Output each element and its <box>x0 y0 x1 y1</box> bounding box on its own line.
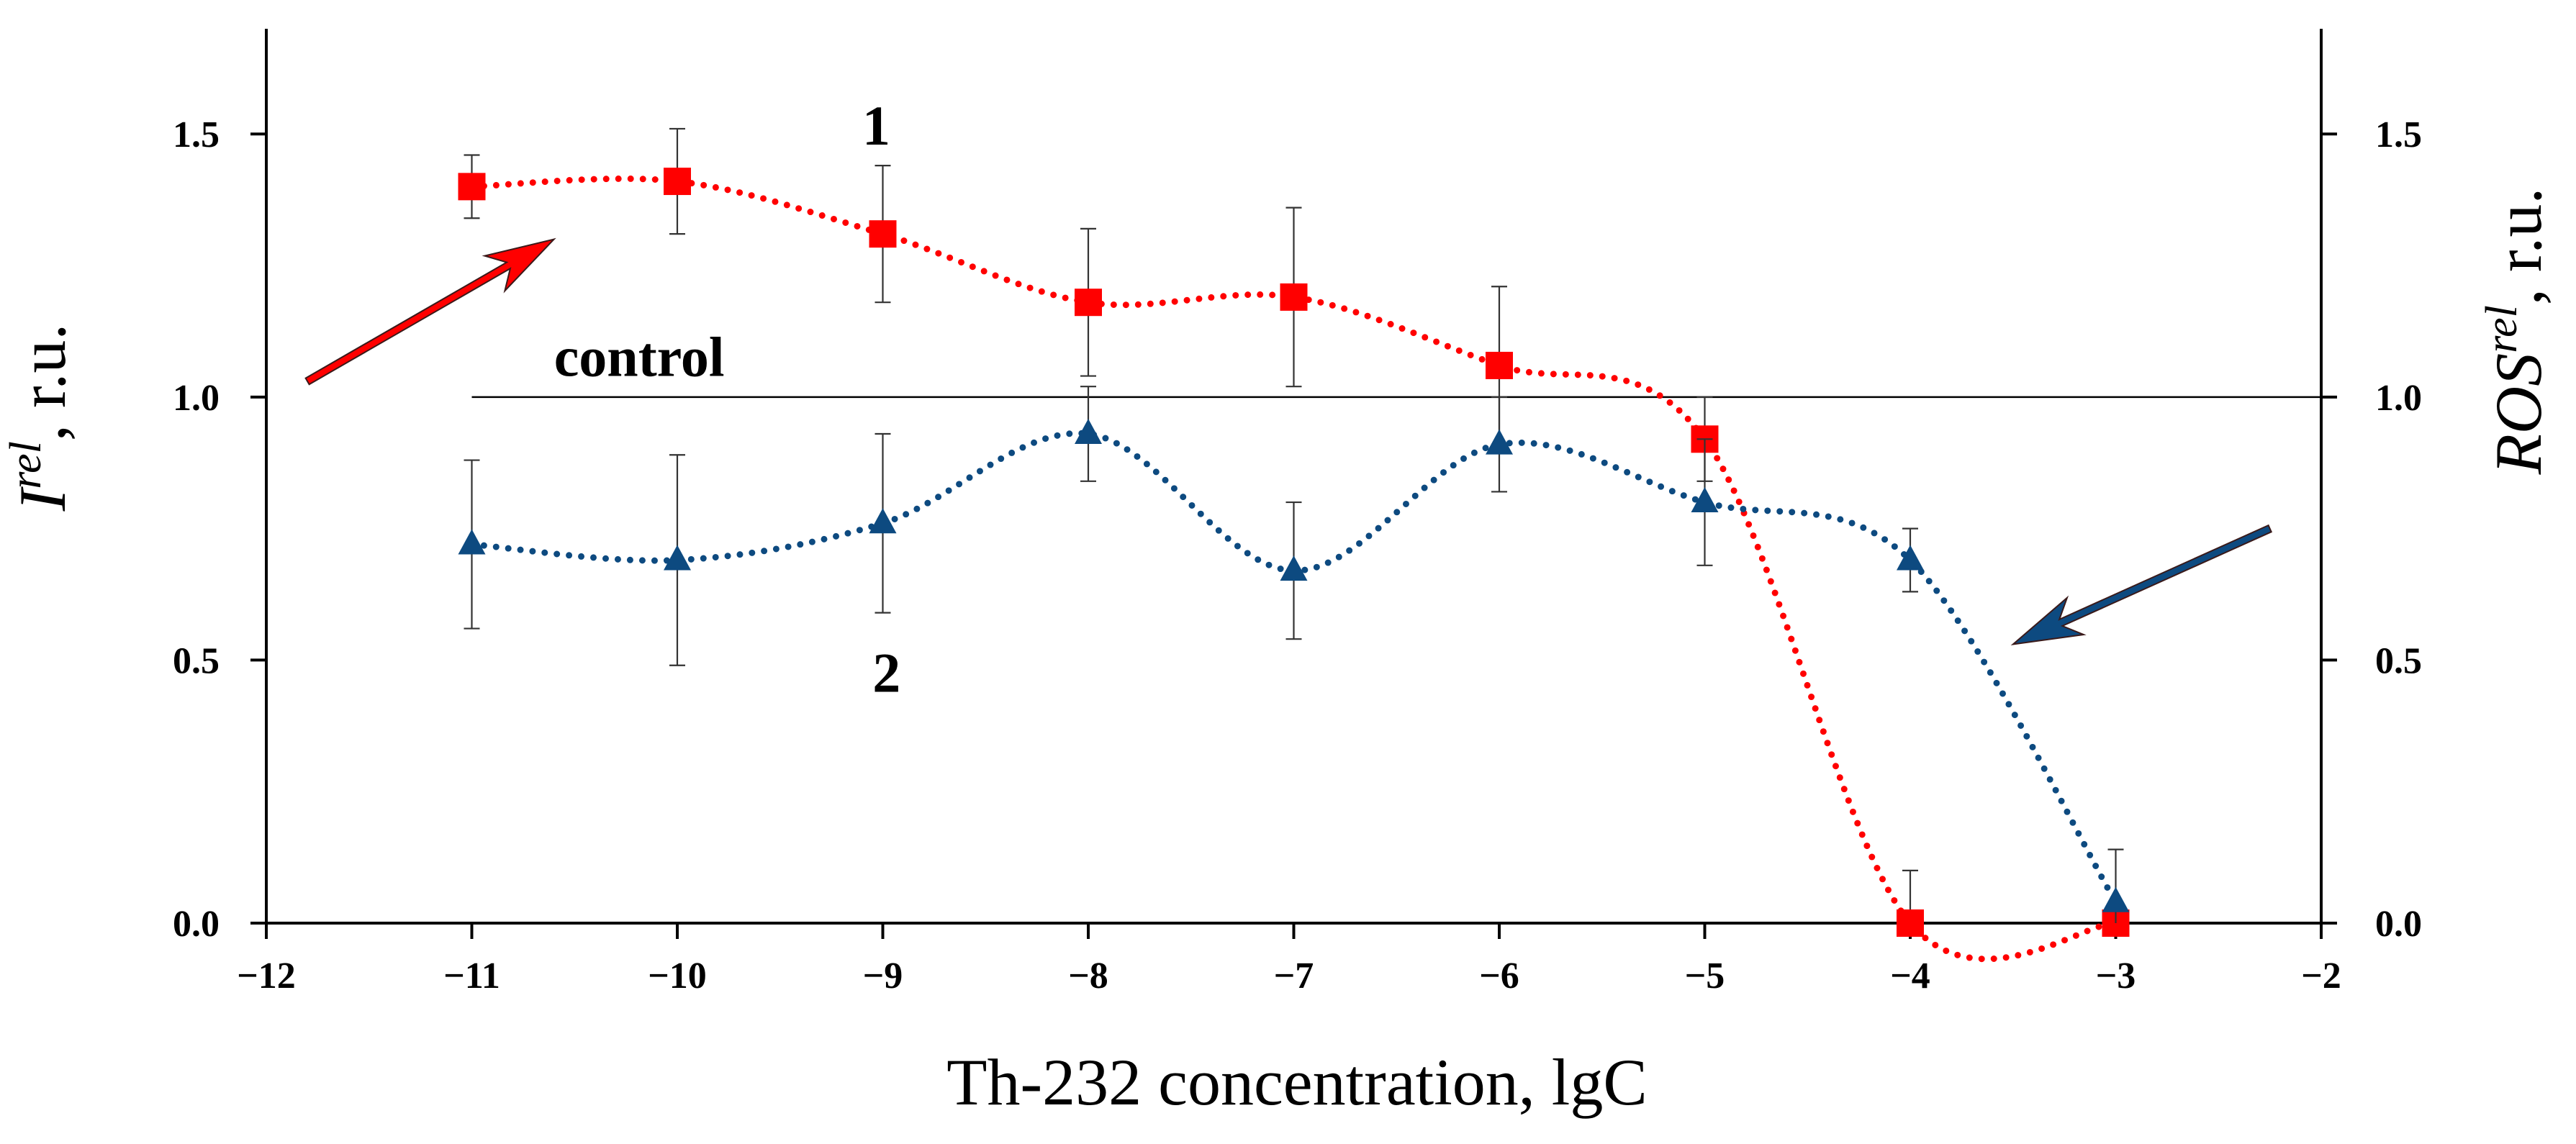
series-1-point <box>458 173 486 201</box>
x-tick-label: −9 <box>863 955 903 997</box>
x-tick-label: −4 <box>1890 955 1930 997</box>
series-1-point <box>1075 289 1102 317</box>
x-tick-label: −3 <box>2096 955 2136 997</box>
x-tick-label: −7 <box>1274 955 1314 997</box>
annotation-2: 2 <box>872 641 900 704</box>
series-1-point <box>664 168 691 196</box>
x-tick-label: −10 <box>648 955 707 997</box>
x-tick-label: −2 <box>2301 955 2341 997</box>
series-2-point <box>664 545 691 571</box>
series-1-point <box>869 220 897 248</box>
series-1-point <box>1280 283 1308 311</box>
y-axis-title: Irel, r.u. <box>1 324 79 512</box>
series-line-2 <box>469 430 2119 906</box>
series-2-point <box>869 508 897 534</box>
series-1-point <box>1897 909 1924 937</box>
series-layer <box>458 127 2130 963</box>
y-tick-label: 1.5 <box>173 114 220 155</box>
series-2-point <box>1075 419 1102 445</box>
annotations-layer: 1 2 control <box>304 94 2273 704</box>
x-axis-title: Th-232 concentration, lgC <box>946 1045 1647 1119</box>
annotation-1: 1 <box>862 94 890 157</box>
x-tick-label: −8 <box>1068 955 1108 997</box>
y-axis-title-unit: , r.u. <box>6 324 79 442</box>
y-tick-label: 1.0 <box>173 378 220 419</box>
y2-tick-label: 0.5 <box>2375 640 2422 681</box>
x-tick-label: −11 <box>443 955 500 997</box>
series-2-point <box>1691 487 1719 513</box>
y-axis-title-sup: rel <box>1 441 50 489</box>
y-tick-label: 0.0 <box>173 904 220 945</box>
series-2-point <box>1280 555 1308 581</box>
y2-tick-label: 1.5 <box>2375 114 2422 155</box>
annotation-control: control <box>554 326 725 389</box>
y2-axis-title-main: ROS <box>2482 353 2555 476</box>
x-tick-label: −12 <box>237 955 296 997</box>
series-2-point <box>2102 886 2130 912</box>
series-2-point <box>458 529 486 555</box>
series-2-point <box>1486 429 1513 455</box>
axes-layer: −12 −11 −10 −9 −8 −7 −6 −5 −4 −3 −2 0.0 0.0 0.5 0.5 1.0… <box>173 29 2422 997</box>
series-1-point <box>1486 351 1513 379</box>
series-line-1 <box>469 175 2119 963</box>
y-tick-label: 0.5 <box>173 640 220 681</box>
y2-tick-label: 0.0 <box>2375 904 2422 945</box>
y2-axis-title: ROSrel, r.u. <box>2477 188 2555 476</box>
blue-arrow <box>2010 524 2273 645</box>
y2-tick-label: 1.0 <box>2375 378 2422 419</box>
x-tick-label: −5 <box>1685 955 1725 997</box>
series-2-point <box>1897 545 1924 571</box>
y-axis-title-main: I <box>6 486 79 512</box>
y2-axis-title-sup: rel <box>2477 305 2526 353</box>
y2-axis-title-unit: , r.u. <box>2482 188 2555 306</box>
red-arrow <box>304 237 556 386</box>
x-tick-label: −6 <box>1479 955 1519 997</box>
